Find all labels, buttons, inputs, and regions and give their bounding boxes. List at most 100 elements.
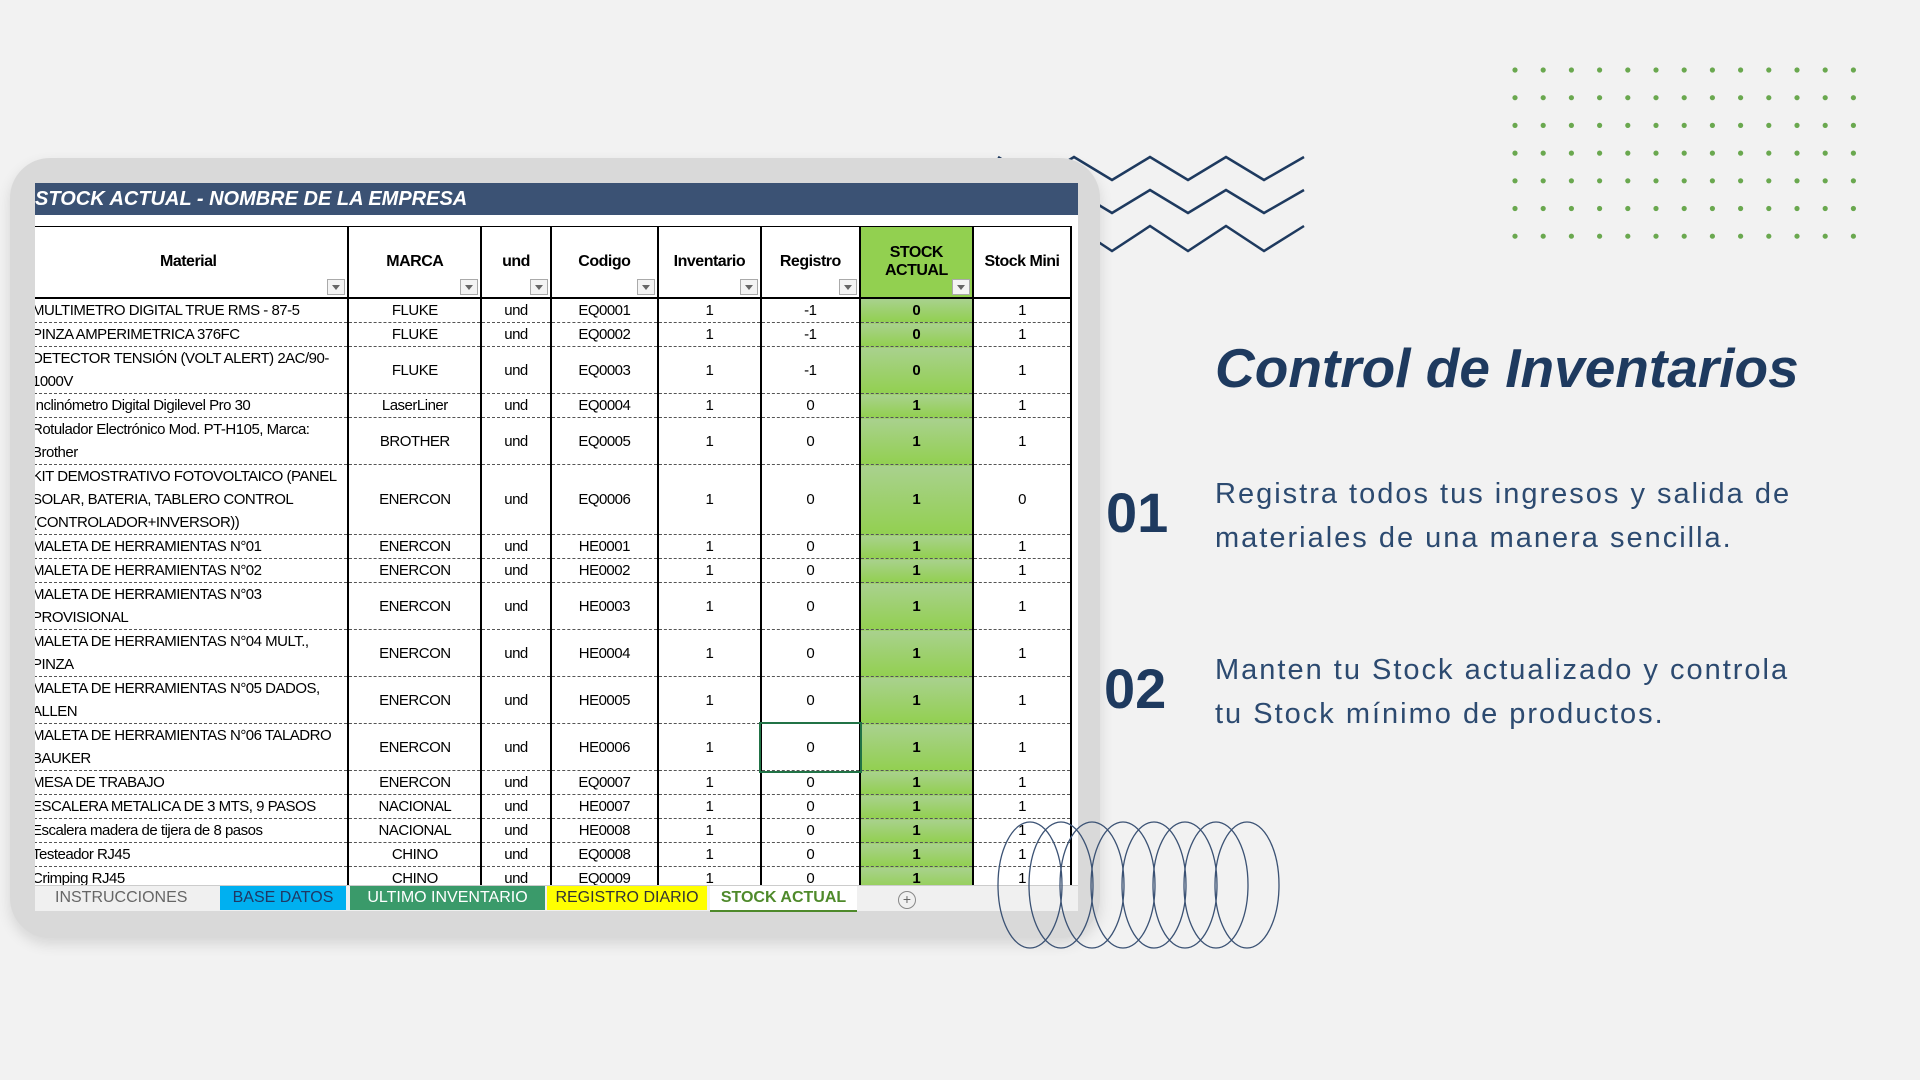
table-cell: 0 xyxy=(760,842,861,867)
table-cell: MALETA DE HERRAMIENTAS N°05 DADOS, ALLEN xyxy=(35,676,350,724)
table-cell: HE0007 xyxy=(550,794,659,819)
table-cell: EQ0003 xyxy=(550,346,659,394)
table-cell: 1 xyxy=(657,322,762,347)
table-cell: HE0004 xyxy=(550,629,659,677)
table-cell: CHINO xyxy=(348,866,483,885)
ring xyxy=(1214,821,1280,949)
dot xyxy=(1653,67,1659,73)
dot xyxy=(1738,233,1744,239)
table-cell: und xyxy=(481,629,552,677)
table-cell: Testeador RJ45 xyxy=(35,842,350,867)
table-cell: und xyxy=(481,346,552,394)
table-cell: 1 xyxy=(657,464,762,535)
dot xyxy=(1568,205,1574,212)
dot xyxy=(1766,67,1772,73)
filter-button[interactable] xyxy=(327,279,346,295)
dot xyxy=(1597,67,1603,73)
dot xyxy=(1568,67,1574,73)
table-cell: und xyxy=(481,794,552,819)
table-cell: und xyxy=(481,582,552,630)
table-cell: 1 xyxy=(859,676,974,724)
table-cell: 1 xyxy=(859,770,974,795)
table-cell: Escalera madera de tijera de 8 pasos xyxy=(35,818,350,843)
dot xyxy=(1709,95,1715,101)
table-cell: 1 xyxy=(859,417,974,465)
dot xyxy=(1709,233,1715,239)
dot xyxy=(1540,122,1546,128)
table-cell: ENERCON xyxy=(348,770,483,795)
dot xyxy=(1681,67,1687,73)
table-cell: MALETA DE HERRAMIENTAS N°01 xyxy=(35,534,350,559)
table-cell: ENERCON xyxy=(348,723,483,771)
sheet-tab[interactable]: STOCK ACTUAL xyxy=(710,886,857,912)
table-cell: HE0006 xyxy=(550,723,659,771)
table-cell: 0 xyxy=(760,558,861,583)
table-cell: 1 xyxy=(859,558,974,583)
table-cell: 1 xyxy=(972,582,1073,630)
filter-button[interactable] xyxy=(838,279,857,295)
dot xyxy=(1681,150,1687,156)
dot xyxy=(1625,233,1631,239)
table-cell: und xyxy=(481,322,552,347)
sheet-tab[interactable]: BASE DATOS xyxy=(220,886,346,910)
table-cell: ENERCON xyxy=(348,629,483,677)
table-cell: und xyxy=(481,558,552,583)
dot xyxy=(1512,150,1518,156)
dot xyxy=(1568,122,1574,128)
table-row: PINZA AMPERIMETRICA 376FC FLUKE und EQ0002 1… xyxy=(35,322,1073,347)
table-cell: 0 xyxy=(758,721,862,773)
filter-button[interactable] xyxy=(636,279,655,295)
filter-button[interactable] xyxy=(739,279,758,295)
table-cell: HE0003 xyxy=(550,582,659,630)
table-cell: 1 xyxy=(859,534,974,559)
table-cell: MALETA DE HERRAMIENTAS N°06 TALADRO BAUK… xyxy=(35,723,350,771)
dot xyxy=(1625,67,1631,73)
ring xyxy=(1121,821,1187,949)
dot xyxy=(1681,205,1687,212)
dot xyxy=(1766,205,1772,212)
table-cell: ENERCON xyxy=(348,676,483,724)
dot xyxy=(1850,150,1856,156)
sheet-tab[interactable]: ULTIMO INVENTARIO xyxy=(350,886,545,910)
add-sheet[interactable]: + xyxy=(898,891,916,909)
dot xyxy=(1540,205,1546,212)
filter-button[interactable] xyxy=(529,279,548,295)
dot xyxy=(1597,150,1603,156)
dot xyxy=(1822,67,1828,73)
table-cell: 0 xyxy=(859,346,974,394)
table-cell: 1 xyxy=(657,770,762,795)
dot xyxy=(1597,178,1603,184)
dot xyxy=(1738,67,1744,73)
table-cell: HE0001 xyxy=(550,534,659,559)
ellipses xyxy=(997,821,1280,949)
dot xyxy=(1512,178,1518,184)
table-cell: MALETA DE HERRAMIENTAS N°02 xyxy=(35,558,350,583)
table-cell: CHINO xyxy=(348,842,483,867)
table-cell: 0 xyxy=(760,770,861,795)
table-cell: FLUKE xyxy=(348,298,483,323)
dot xyxy=(1766,95,1772,101)
sheet-tab[interactable]: REGISTRO DIARIO xyxy=(547,886,707,910)
filter-button[interactable] xyxy=(460,279,479,295)
table-cell: 1 xyxy=(972,322,1073,347)
sheet-tab[interactable]: INSTRUCCIONES xyxy=(55,886,187,910)
dot xyxy=(1625,122,1631,128)
table-cell: 1 xyxy=(972,298,1073,323)
dot xyxy=(1653,150,1659,156)
dot xyxy=(1766,122,1772,128)
dot xyxy=(1540,67,1546,73)
dot xyxy=(1681,178,1687,184)
dot xyxy=(1709,122,1715,128)
table-cell: 0 xyxy=(760,582,861,630)
table-cell: 1 xyxy=(972,558,1073,583)
table-cell: -1 xyxy=(760,322,861,347)
table-cell: HE0008 xyxy=(550,818,659,843)
filter-button[interactable] xyxy=(951,279,970,295)
dot xyxy=(1794,95,1800,101)
table-cell: 0 xyxy=(972,464,1073,535)
table-cell: 1 xyxy=(657,629,762,677)
dot xyxy=(1681,95,1687,101)
table-cell: 0 xyxy=(760,393,861,418)
dot xyxy=(1681,122,1687,128)
dot xyxy=(1540,95,1546,101)
